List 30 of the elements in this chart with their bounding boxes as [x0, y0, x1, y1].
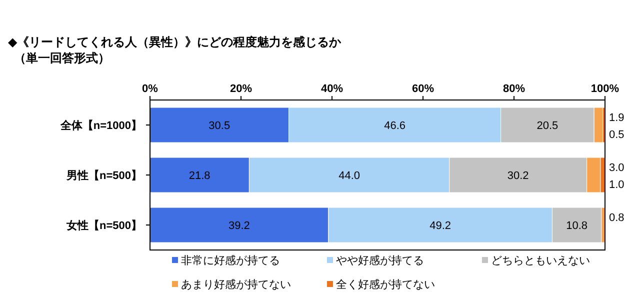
x-tick-label: 60%	[412, 83, 434, 95]
data-label: 30.2	[507, 170, 529, 182]
x-tick-label: 100%	[590, 83, 620, 95]
y-tick-label: 女性【n=500】	[66, 219, 142, 232]
x-tick-label: 80%	[502, 83, 526, 95]
data-label: 0.5	[609, 129, 624, 141]
data-label: 21.8	[188, 170, 210, 182]
y-tick-label: 男性【n=500】	[66, 169, 142, 182]
x-tick-label: 0%	[142, 83, 158, 95]
data-label: 0.8	[609, 212, 624, 224]
legend-label: どちらともいえない	[491, 255, 590, 267]
x-tick-label: 40%	[320, 83, 344, 95]
data-label: 20.5	[536, 120, 558, 132]
legend-label: 全く好感が持てない	[336, 278, 435, 291]
series-label: やや好感が持てる	[336, 254, 424, 267]
chart-title: ◆《リードしてくれる人（異性）》にどの程度魅力を感じるか	[8, 35, 342, 49]
data-label: 49.2	[430, 220, 451, 232]
data-label: 1.9	[609, 112, 624, 124]
data-label: 30.5	[208, 120, 230, 132]
data-label: 10.8	[566, 220, 588, 232]
data-label: 39.2	[228, 220, 250, 232]
y-tick-label: 全体【n=1000】	[59, 119, 142, 132]
legend-label: 非常に好感が持てる	[181, 254, 280, 267]
data-label: 3.0	[609, 162, 624, 174]
data-label: 46.6	[384, 120, 406, 132]
legend-label: あまり好感が持てない	[181, 278, 291, 291]
data-label: 1.0	[609, 179, 624, 191]
x-tick-label: 20%	[230, 83, 252, 95]
chart-subtitle: （単一回答形式）	[14, 51, 110, 65]
data-label: 44.0	[338, 170, 360, 182]
